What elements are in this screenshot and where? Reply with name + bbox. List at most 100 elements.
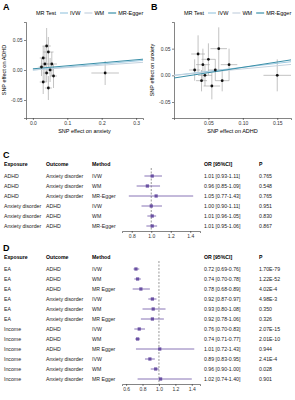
or-point	[136, 337, 139, 340]
point	[52, 75, 55, 78]
point	[214, 69, 217, 72]
tick-label: 0.05	[161, 46, 171, 52]
error-bar-y	[41, 58, 42, 76]
error-bar-x	[43, 73, 50, 74]
plot-marks	[133, 261, 195, 384]
outcome: Anxiety disorder	[46, 173, 83, 179]
tick-label: 0.1	[64, 120, 71, 126]
point	[276, 74, 279, 77]
point	[42, 81, 45, 84]
method: MR-Egger	[92, 223, 116, 229]
exposure: ADHD	[4, 173, 19, 179]
ci-line	[138, 379, 192, 380]
p-value: 4.02E-4	[259, 286, 277, 292]
tick: 0.8	[140, 384, 147, 392]
method: IVW	[92, 326, 102, 332]
legend-title: MR Test	[184, 10, 205, 16]
error-bar-x	[210, 48, 227, 49]
axis: 0.00.10.20.3	[27, 118, 144, 126]
exposure: EA	[4, 286, 11, 292]
outcome: ADHD	[46, 266, 61, 272]
tick-mark	[172, 49, 174, 50]
tick-label: 0.00	[161, 72, 171, 78]
or-label: 0.74 [0.70-0.78]	[204, 276, 241, 282]
method: MR Egger	[92, 346, 116, 352]
panel: DExposureOutcomeMethodOR [95%CI]P0.60.81…	[3, 243, 280, 392]
tick: 0.05	[161, 46, 174, 52]
tick-label: 0.10	[238, 120, 248, 126]
p-value: 2.07E-15	[259, 326, 280, 332]
error-bar-y	[198, 35, 199, 72]
column-header: P	[259, 254, 263, 260]
p-value: 0.326	[259, 316, 272, 322]
error-bar-x	[263, 75, 291, 76]
exposure: Income	[4, 376, 21, 382]
or-point	[151, 317, 154, 320]
tick: 0.0	[30, 118, 37, 126]
panel-label: B	[151, 2, 158, 12]
method: IVW	[92, 266, 102, 272]
tick: 0.15	[273, 118, 283, 126]
outcome: Anxiety disorder	[46, 356, 83, 362]
point	[45, 72, 48, 75]
point	[47, 51, 50, 54]
tick: 0.1	[64, 118, 71, 126]
p-value: 0.951	[259, 203, 272, 209]
tick-mark	[172, 75, 174, 76]
error-bar-y	[50, 58, 51, 82]
or-label: 1.02 [0.74-1.40]	[204, 376, 241, 382]
error-bar-y	[43, 46, 44, 70]
tick-label: -0.05	[11, 97, 23, 103]
exposure: Income	[4, 366, 21, 372]
point	[193, 69, 196, 72]
axis: 0.60.81.01.21.4	[123, 384, 201, 392]
plot-marks	[33, 28, 143, 100]
outcome: Anxiety disorder	[46, 183, 83, 189]
error-bar-y	[194, 59, 195, 80]
axis: 0.050.100.15	[175, 118, 292, 126]
p-value: 2.01E-10	[259, 336, 280, 342]
panel-label: A	[3, 2, 10, 12]
point	[49, 69, 52, 72]
x-axis-title: SNP effect on ADHD	[207, 128, 258, 134]
method: WM	[92, 213, 101, 219]
outcome: Anxiety disorder	[46, 296, 83, 302]
exposure: Income	[4, 326, 21, 332]
regression-line	[33, 60, 143, 70]
point	[197, 53, 200, 56]
or-label: 0.92 [0.78-1.06]	[204, 316, 241, 322]
exposure: Anxiety disorder	[4, 203, 41, 209]
point	[221, 79, 224, 82]
error-bar-y	[204, 65, 205, 86]
or-point	[159, 377, 162, 380]
or-label: 0.74 [0.71-0.77]	[204, 336, 241, 342]
point	[42, 57, 45, 60]
legend-label: MR-Egger	[266, 10, 291, 16]
tick-label: 1.2	[168, 233, 175, 239]
or-label: 0.78 [0.68-0.89]	[204, 286, 241, 292]
or-point	[139, 287, 142, 290]
or-point	[151, 214, 154, 217]
or-label: 1.00 [0.90-1.11]	[204, 203, 241, 209]
tick: 0.00	[13, 67, 26, 73]
error-bar-x	[45, 88, 52, 89]
or-label: 0.96 [0.90-1.00]	[204, 366, 241, 372]
method: IVW	[92, 356, 102, 362]
method: MR-Egger	[92, 193, 116, 199]
column-header: OR [95%CI]	[204, 254, 233, 260]
point	[202, 63, 205, 66]
point	[207, 58, 210, 61]
outcome: ADHD	[46, 286, 61, 292]
or-label: 1.01 [0.93-1.11]	[204, 173, 241, 179]
column-header: Exposure	[4, 254, 28, 260]
x-axis-title: SNP effect on anxiety	[58, 128, 111, 134]
p-value: 0.765	[259, 193, 272, 199]
tick: 0.10	[238, 118, 248, 126]
point	[104, 72, 107, 75]
tick: 1.0	[156, 384, 163, 392]
point	[217, 47, 220, 50]
axis-line	[27, 119, 144, 121]
outcome: Anxiety disorder	[46, 193, 83, 199]
error-bar-x	[43, 46, 51, 47]
or-point	[154, 367, 157, 370]
